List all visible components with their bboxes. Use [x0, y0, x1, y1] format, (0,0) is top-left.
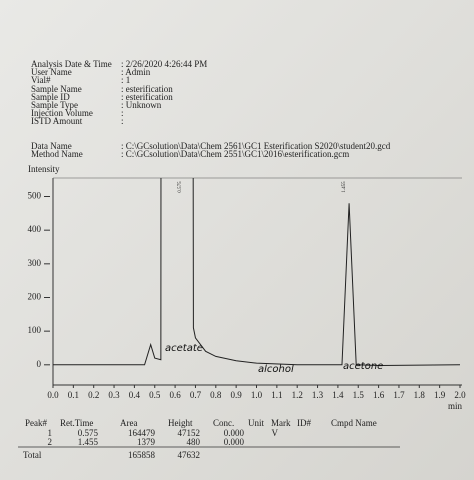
x-tick-label: 1.7: [393, 390, 405, 400]
table-total: 47632: [178, 450, 201, 460]
x-tick-label: 1.5: [353, 390, 365, 400]
field-value: : C:\GCsolution\Data\Chem 2551\GC1\2016\…: [121, 149, 349, 159]
table-cell: 1379: [137, 437, 156, 447]
trace: [53, 178, 461, 366]
table-header: Peak#: [25, 418, 47, 428]
annotation: acetone: [343, 361, 383, 372]
field-label: ISTD Amount: [31, 116, 83, 126]
field-value: : esterification: [121, 92, 173, 102]
field-value: : C:\GCsolution\Data\Chem 2561\GC1 Ester…: [121, 141, 391, 151]
field-label: Data Name: [31, 141, 72, 151]
x-tick-label: 0.6: [169, 390, 181, 400]
table-header: Unit: [248, 418, 265, 428]
x-tick-label: 0.3: [108, 390, 120, 400]
field-value: : 1: [121, 75, 130, 85]
x-tick-label: 1.3: [312, 390, 324, 400]
y-tick-label: 100: [28, 325, 42, 335]
x-tick-label: 0.1: [68, 390, 79, 400]
table-header: Area: [120, 418, 138, 428]
table-cell: 0.000: [224, 437, 245, 447]
x-tick-label: 1.1: [271, 390, 282, 400]
x-tick-label: 1.4: [332, 390, 344, 400]
x-tick-label: 1.2: [292, 390, 303, 400]
table-cell: 47152: [178, 428, 201, 438]
field-label: Method Name: [31, 149, 83, 159]
table-total: 165858: [128, 450, 156, 460]
field-label: Sample Name: [31, 84, 82, 94]
x-tick-label: 0.0: [47, 390, 59, 400]
peak-label: 0.575: [178, 181, 183, 193]
x-tick-label: 1.0: [251, 390, 263, 400]
x-tick-label: 0.5: [149, 390, 161, 400]
field-value: : Admin: [121, 67, 151, 77]
table-cell: 0.000: [224, 428, 245, 438]
annotation: acetate: [165, 343, 203, 354]
x-tick-label: 0.9: [231, 390, 243, 400]
table-header: Conc.: [213, 418, 234, 428]
field-label: Injection Volume: [31, 108, 93, 118]
x-tick-label: 0.8: [210, 390, 222, 400]
x-tick-label: 1.8: [414, 390, 426, 400]
peak-label: 1.455: [342, 181, 347, 193]
table-cell: 480: [187, 437, 201, 447]
field-label: Analysis Date & Time: [31, 59, 112, 69]
y-tick-label: 300: [28, 258, 42, 268]
table-cell: 2: [48, 437, 53, 447]
x-tick-label: 1.9: [434, 390, 446, 400]
field-value: : Unknown: [121, 100, 162, 110]
field-label: Sample Type: [31, 100, 78, 110]
y-tick-label: 400: [28, 224, 42, 234]
field-label: Vial#: [31, 75, 51, 85]
table-cell: 0.575: [78, 428, 99, 438]
table-cell: 164479: [128, 428, 156, 438]
x-tick-label: 2.0: [454, 390, 466, 400]
y-tick-label: 500: [28, 191, 42, 201]
y-tick-label: 0: [37, 359, 42, 369]
table-cell: 1.455: [78, 437, 99, 447]
table-header: Ret.Time: [60, 418, 93, 428]
table-header: ID#: [297, 418, 311, 428]
y-tick-label: 200: [28, 292, 42, 302]
table-cell: V: [272, 428, 279, 438]
y-axis-label: Intensity: [28, 164, 60, 174]
x-tick-label: 1.6: [373, 390, 385, 400]
field-value: :: [121, 108, 124, 118]
x-tick-label: 0.2: [88, 390, 99, 400]
x-tick-label: 0.4: [129, 390, 141, 400]
x-tick-label: 0.7: [190, 390, 202, 400]
annotation: alcohol: [258, 364, 294, 375]
field-label: User Name: [31, 67, 72, 77]
table-header: Cmpd Name: [331, 418, 377, 428]
field-value: : 2/26/2020 4:26:44 PM: [121, 59, 207, 69]
x-axis-label: min: [448, 401, 463, 411]
table-total: Total: [23, 450, 42, 460]
table-header: Mark: [271, 418, 291, 428]
table-cell: 1: [48, 428, 53, 438]
field-value: :: [121, 116, 124, 126]
table-header: Height: [168, 418, 193, 428]
field-value: : esterification: [121, 84, 173, 94]
field-label: Sample ID: [31, 92, 70, 102]
